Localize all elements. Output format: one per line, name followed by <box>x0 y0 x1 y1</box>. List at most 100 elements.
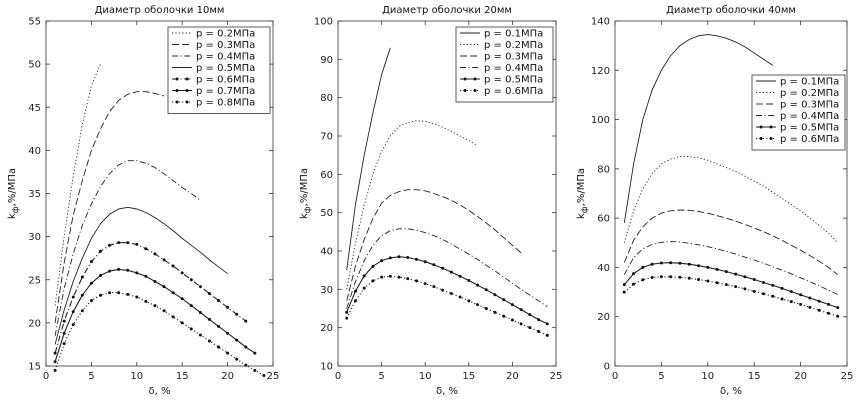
data-point <box>423 282 427 286</box>
data-point <box>641 278 645 282</box>
data-point <box>226 305 230 309</box>
data-point <box>388 256 392 260</box>
data-point <box>697 278 701 282</box>
data-point <box>519 322 523 326</box>
y-axis-label-main: k <box>7 213 18 219</box>
legend-label-6: p = 0.6МПа <box>780 134 839 145</box>
x-axis-label: δ, % <box>720 386 742 397</box>
data-point <box>207 292 211 296</box>
x-axis-label: δ, % <box>436 386 458 397</box>
y-axis-label-rest: ,%/МПа <box>7 168 18 206</box>
legend-marker <box>769 137 773 140</box>
legend-marker <box>473 77 477 81</box>
data-point <box>432 263 436 267</box>
legend-label-5: p = 0.5МПа <box>484 75 543 86</box>
data-point <box>706 279 710 283</box>
data-point <box>743 287 747 291</box>
series-line-3 <box>346 189 522 301</box>
data-point <box>678 261 682 265</box>
data-point <box>484 288 488 292</box>
data-point <box>545 333 549 337</box>
data-point <box>432 285 436 289</box>
data-point <box>98 249 102 253</box>
y-tick-label: 140 <box>591 17 610 28</box>
data-point <box>414 257 418 261</box>
data-point <box>678 275 682 279</box>
data-point <box>53 360 57 364</box>
data-point <box>117 267 121 271</box>
data-point <box>771 283 775 287</box>
data-point <box>761 292 765 296</box>
data-point <box>836 306 840 310</box>
data-point <box>789 290 793 294</box>
series-line-3 <box>54 160 201 336</box>
data-point <box>808 296 812 300</box>
y-axis-label-main: k <box>299 213 310 219</box>
x-tick-label: 15 <box>748 371 761 382</box>
data-point <box>98 293 102 297</box>
data-point <box>235 338 239 342</box>
y-tick-label: 0 <box>604 362 610 373</box>
data-point <box>362 274 366 278</box>
chart-title: Диаметр оболочки 20мм <box>382 5 512 16</box>
data-point <box>217 324 221 328</box>
data-point <box>449 292 453 296</box>
y-tick-label: 60 <box>597 214 610 225</box>
data-point <box>362 286 366 290</box>
data-point <box>180 297 184 301</box>
legend-marker <box>175 77 179 81</box>
data-point <box>244 345 248 349</box>
data-point <box>799 302 803 306</box>
data-point <box>414 279 418 283</box>
data-point <box>780 297 784 301</box>
y-tick-label: 55 <box>28 17 41 28</box>
y-axis-label-sub: ф <box>580 206 589 213</box>
data-point <box>198 285 202 289</box>
y-tick-label: 80 <box>597 164 610 175</box>
data-point <box>826 302 830 306</box>
series-line-5 <box>346 256 548 325</box>
data-point <box>650 262 654 266</box>
data-point <box>353 299 357 303</box>
y-axis-label-main: k <box>576 213 587 219</box>
data-point <box>371 264 375 268</box>
data-point <box>380 275 384 279</box>
data-point <box>826 311 830 315</box>
data-point <box>198 311 202 315</box>
data-point <box>117 291 121 295</box>
data-point <box>817 308 821 312</box>
data-point <box>144 274 148 278</box>
data-point <box>743 275 747 279</box>
data-point <box>353 289 357 293</box>
data-point <box>235 312 239 316</box>
y-axis-label-sub: ф <box>303 206 312 213</box>
y-tick-label: 15 <box>28 362 41 373</box>
series-line-4 <box>54 206 228 345</box>
data-point <box>135 271 139 275</box>
y-tick-label: 80 <box>320 93 333 104</box>
data-point <box>171 264 175 268</box>
legend-marker <box>769 125 773 129</box>
legend-label-1: p = 0.2МПа <box>196 29 255 40</box>
x-tick-label: 20 <box>794 371 807 382</box>
data-point <box>253 368 257 372</box>
data-point <box>799 293 803 297</box>
data-point <box>458 295 462 299</box>
data-point <box>423 260 427 264</box>
legend-label-5: p = 0.5МПа <box>780 123 839 134</box>
chart-title: Диаметр оболочки 10мм <box>95 5 225 16</box>
data-point <box>715 267 719 271</box>
series-line-5 <box>623 262 838 309</box>
data-point <box>493 293 497 297</box>
series-line-2 <box>623 156 839 244</box>
x-tick-label: 5 <box>378 371 384 382</box>
data-point <box>180 271 184 275</box>
legend-label-6: p = 0.6МПа <box>484 86 543 97</box>
data-point <box>71 295 75 299</box>
data-point <box>476 303 480 307</box>
data-point <box>510 318 514 322</box>
data-point <box>441 266 445 270</box>
x-tick-label: 25 <box>841 371 854 382</box>
y-tick-label: 20 <box>597 312 610 323</box>
